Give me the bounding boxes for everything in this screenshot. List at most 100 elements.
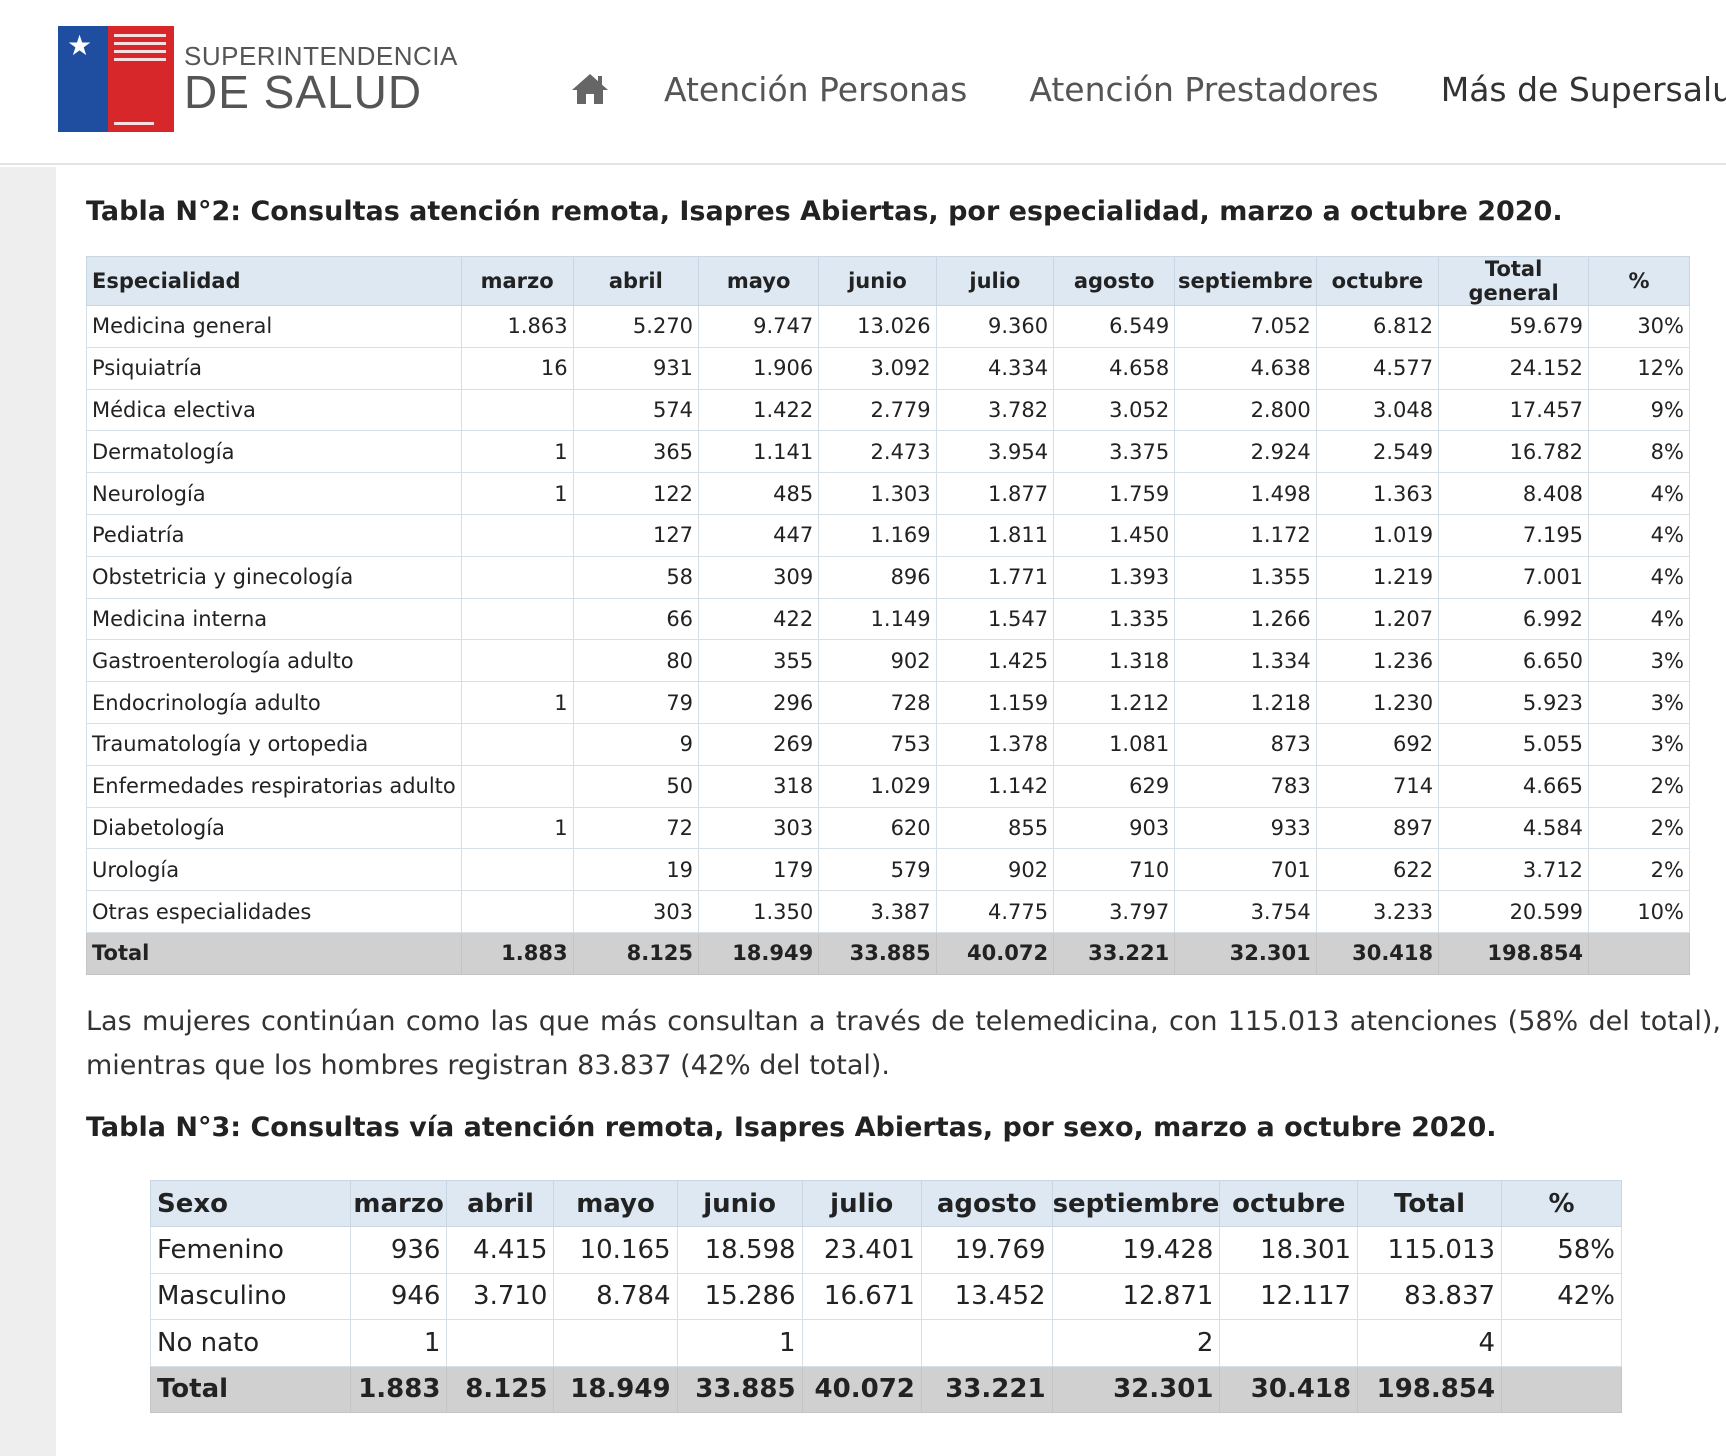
total-cell: 18.949 [553, 1365, 678, 1413]
table-cell: 701 [1174, 848, 1317, 892]
table-cell: 902 [935, 848, 1055, 892]
table-cell: 3.797 [1053, 890, 1176, 933]
table-total-row: Total 1.883 8.125 18.949 33.885 40.072 33.221 3… [150, 1365, 1622, 1413]
table-cell: 3.375 [1053, 430, 1176, 474]
total-cell: 40.072 [935, 931, 1055, 975]
table-cell: 902 [818, 639, 937, 683]
table-cell: 6.549 [1053, 305, 1176, 348]
table-row: Obstetricia y ginecología 58 309 896 1.771 1.… [86, 555, 1690, 599]
table-cell: 13.452 [920, 1272, 1053, 1320]
table-cell: 1.303 [818, 472, 937, 515]
total-cell: 33.221 [1053, 931, 1176, 975]
table-cell: 3.233 [1315, 890, 1440, 933]
total-cell: 33.885 [676, 1365, 803, 1413]
table-cell: 19 [572, 848, 700, 892]
table-cell: 579 [818, 848, 937, 892]
table-cell: 3.782 [935, 388, 1055, 432]
table-cell: 10% [1588, 890, 1690, 933]
total-label: Total [86, 931, 462, 975]
table-cell [460, 639, 574, 683]
table-cell: 8% [1588, 430, 1690, 474]
table-cell: 10.165 [553, 1226, 678, 1274]
table-cell: 1.378 [935, 722, 1055, 766]
table-cell: 18.598 [676, 1226, 803, 1274]
table-cell: 1.759 [1053, 472, 1176, 515]
table-cell: 303 [698, 806, 820, 850]
table-cell: 1.207 [1315, 597, 1440, 641]
summary-paragraph: Las mujeres continúan como las que más c… [86, 1006, 1721, 1081]
table-cell: 1.425 [935, 639, 1055, 683]
table2-header-cell: julio [935, 256, 1055, 306]
table-cell: 50 [572, 764, 700, 808]
nav-mas-de-supersalud[interactable]: Más de Supersalud [1440, 70, 1726, 109]
table-cell: 1.498 [1174, 472, 1317, 515]
table-cell [460, 597, 574, 641]
table-cell: 3.092 [818, 346, 937, 390]
table2-header-row: Especialidad marzo abril mayo junio julio agos… [86, 256, 1690, 306]
table-cell: 1.236 [1315, 639, 1440, 683]
table-cell [1219, 1319, 1359, 1367]
table3-header-cell: agosto [920, 1180, 1053, 1227]
site-logo[interactable]: ★ SUPERINTENDENCIA DE SALUD [58, 26, 458, 132]
total-cell [1588, 931, 1690, 975]
table-cell: 3.052 [1053, 388, 1176, 432]
main-nav: Atención Personas Atención Prestadores M… [570, 70, 1726, 109]
table-cell: 903 [1053, 806, 1176, 850]
table-cell: 9.360 [935, 305, 1055, 348]
table-cell: 3% [1588, 639, 1690, 683]
table-row: Traumatología y ortopedia 9 269 753 1.378 1.0… [86, 722, 1690, 766]
nav-atencion-personas[interactable]: Atención Personas [664, 70, 968, 109]
row-label: Medicina general [86, 305, 462, 348]
row-label: Gastroenterología adulto [86, 639, 462, 683]
table-cell [460, 722, 574, 766]
table-cell: 3% [1588, 722, 1690, 766]
table-cell: 5.270 [572, 305, 700, 348]
table-cell: 20.599 [1438, 890, 1590, 933]
table-cell: 692 [1315, 722, 1440, 766]
table-cell: 6.992 [1438, 597, 1590, 641]
table-cell: 122 [572, 472, 700, 515]
table2-title: Tabla N°2: Consultas atención remota, Is… [86, 196, 1563, 227]
total-cell: 8.125 [572, 931, 700, 975]
table-cell: 9% [1588, 388, 1690, 432]
table-cell: 873 [1174, 722, 1317, 766]
total-cell: 40.072 [801, 1365, 922, 1413]
row-label: No nato [150, 1319, 351, 1367]
table-cell: 896 [818, 555, 937, 599]
home-icon[interactable] [570, 72, 614, 108]
table-cell [460, 513, 574, 557]
table-cell: 4.577 [1315, 346, 1440, 390]
table-cell: 3% [1588, 681, 1690, 724]
total-label: Total [150, 1365, 351, 1413]
table-row: Pediatría 127 447 1.169 1.811 1.450 1.172 1.019… [86, 513, 1690, 557]
table-cell: 303 [572, 890, 700, 933]
table-cell: 753 [818, 722, 937, 766]
table3-header-cell: octubre [1219, 1180, 1359, 1227]
table-cell: 2.473 [818, 430, 937, 474]
total-cell: 8.125 [446, 1365, 555, 1413]
table-cell: 946 [349, 1272, 448, 1320]
table-cell: 4.658 [1053, 346, 1176, 390]
table-cell: 1.355 [1174, 555, 1317, 599]
nav-atencion-prestadores[interactable]: Atención Prestadores [1029, 70, 1379, 109]
table-cell: 622 [1315, 848, 1440, 892]
table-cell: 1.212 [1053, 681, 1176, 724]
table-cell: 1.350 [698, 890, 820, 933]
table-cell: 3.712 [1438, 848, 1590, 892]
table-total-row: Total 1.883 8.125 18.949 33.885 40.072 33.221 3… [86, 931, 1690, 975]
table-row: Femenino 936 4.415 10.165 18.598 23.401 19.769… [150, 1226, 1622, 1274]
table3-header-cell: abril [446, 1180, 555, 1227]
table-cell: 4.584 [1438, 806, 1590, 850]
row-label: Traumatología y ortopedia [86, 722, 462, 766]
logo-line-2: DE SALUD [184, 66, 423, 118]
table2-header-cell: agosto [1053, 256, 1176, 306]
table-cell: 12.117 [1219, 1272, 1359, 1320]
table-cell [801, 1319, 922, 1367]
table-cell: 1 [460, 430, 574, 474]
table-row: Gastroenterología adulto 80 355 902 1.425 1.3… [86, 639, 1690, 683]
table-cell: 4 [1357, 1319, 1503, 1367]
table-cell: 485 [698, 472, 820, 515]
table-cell: 2.800 [1174, 388, 1317, 432]
table-cell: 1.335 [1053, 597, 1176, 641]
logo-line-1: SUPERINTENDENCIA [184, 41, 458, 71]
